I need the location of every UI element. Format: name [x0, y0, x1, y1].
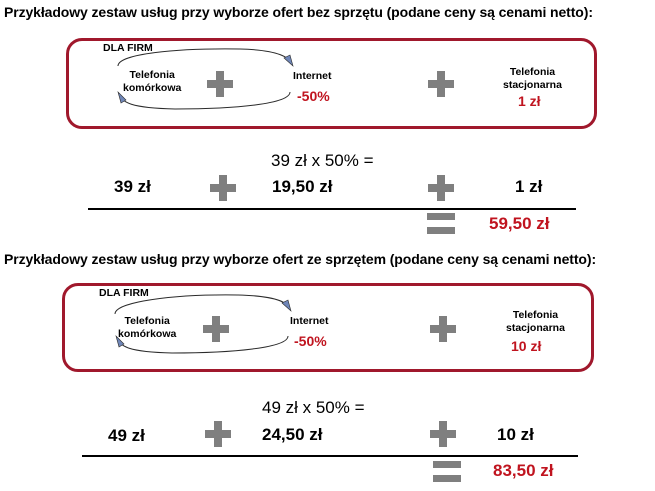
section-2-mobile-price: 49 zł: [108, 426, 145, 445]
section-2-badge: DLA FIRM: [99, 287, 149, 299]
section-1-mobile-price: 39 zł: [114, 177, 151, 196]
section-2-heading: Przykładowy zestaw usług przy wyborze of…: [4, 251, 597, 267]
plus-icon: [207, 71, 233, 97]
section-1-total: 59,50 zł: [489, 214, 550, 233]
section-2-internet-discount: -50%: [294, 333, 327, 349]
section-2-total: 83,50 zł: [493, 461, 554, 480]
section-2-landline-label-line-1: Telefonia: [512, 309, 559, 321]
section-2-mobile-label-line-2: komórkowa: [118, 328, 177, 340]
section-1-offer-box: [66, 38, 597, 129]
equals-icon: [427, 213, 455, 235]
section-1-sum-rule: [88, 208, 576, 210]
section-2-internet-price: 24,50 zł: [262, 425, 323, 444]
section-1-mobile-label: Telefonia komórkowa: [123, 69, 181, 95]
equals-icon: [433, 461, 461, 483]
section-2-offer-box: [62, 283, 594, 372]
plus-icon: [210, 175, 236, 201]
plus-icon: [430, 421, 456, 447]
section-1-formula: 39 zł x 50% =: [271, 151, 374, 170]
section-2-landline-price: 10 zł: [511, 338, 542, 354]
section-1-landline-label-line-1: Telefonia: [509, 66, 556, 78]
section-1-heading: Przykładowy zestaw usług przy wyborze of…: [4, 4, 593, 20]
section-1-mobile-label-line-2: komórkowa: [123, 82, 182, 94]
section-1-landline-total-price: 1 zł: [515, 177, 543, 196]
section-2-internet-label: Internet: [290, 315, 329, 327]
section-2-sum-rule: [82, 455, 578, 457]
section-1-badge: DLA FIRM: [103, 42, 153, 54]
section-2-landline-label-line-2: stacjonarna: [506, 322, 565, 334]
section-1-landline-label: Telefonia stacjonarna: [503, 66, 562, 92]
plus-icon: [428, 71, 454, 97]
section-1-internet-label: Internet: [293, 70, 332, 82]
plus-icon: [203, 316, 229, 342]
section-2-formula: 49 zł x 50% =: [262, 398, 365, 417]
plus-icon: [428, 175, 454, 201]
section-1-mobile-label-line-1: Telefonia: [129, 69, 175, 81]
plus-icon: [430, 316, 456, 342]
section-2-mobile-label-line-1: Telefonia: [124, 315, 170, 327]
section-1-landline-price: 1 zł: [518, 93, 541, 109]
section-2-landline-total-price: 10 zł: [497, 425, 534, 444]
section-1-internet-price: 19,50 zł: [272, 177, 333, 196]
section-1-internet-discount: -50%: [297, 88, 330, 104]
section-1-landline-label-line-2: stacjonarna: [503, 79, 562, 91]
section-2-landline-label: Telefonia stacjonarna: [506, 309, 565, 335]
section-2-mobile-label: Telefonia komórkowa: [118, 315, 176, 341]
plus-icon: [205, 421, 231, 447]
